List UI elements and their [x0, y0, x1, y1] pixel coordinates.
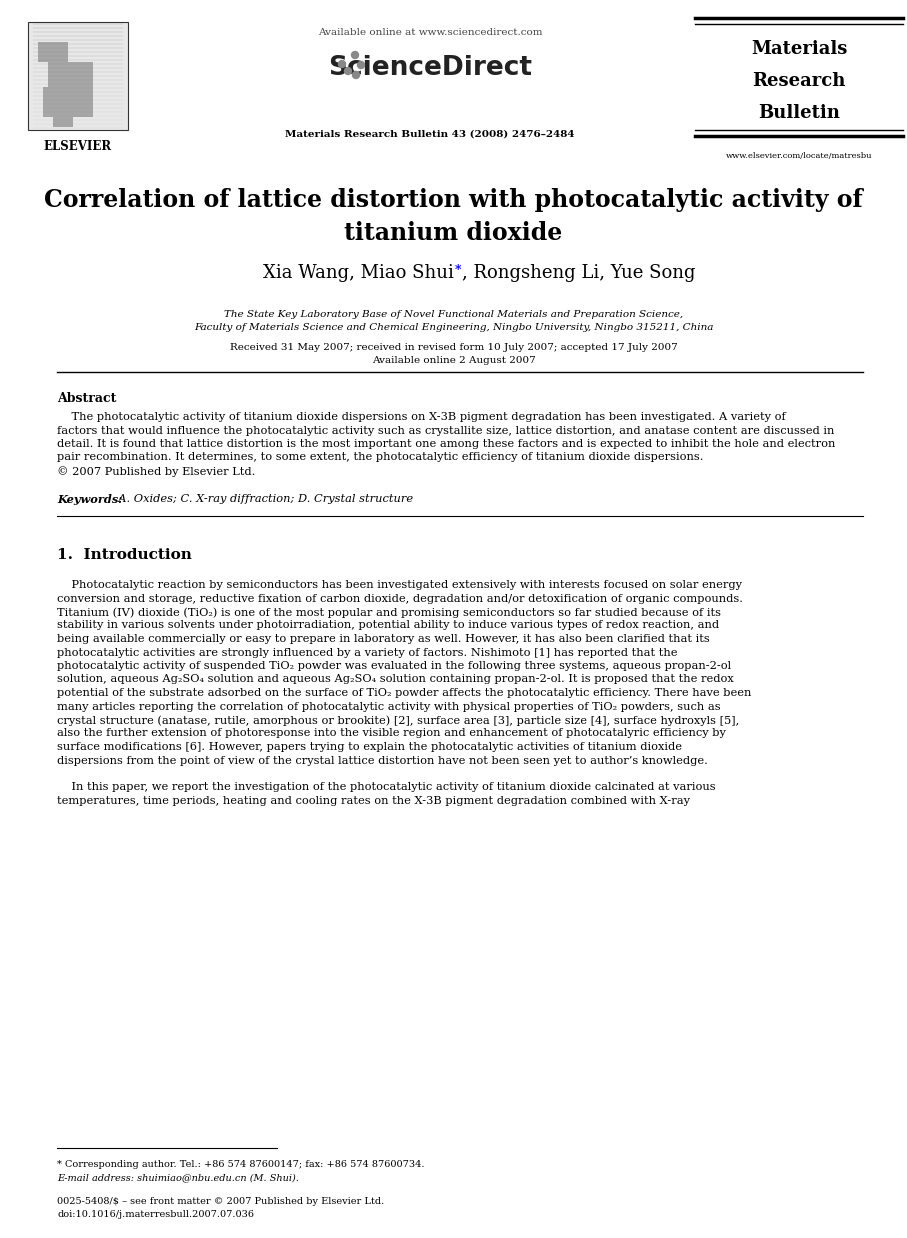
Text: *: * [454, 264, 461, 277]
Text: pair recombination. It determines, to some extent, the photocatalytic efficiency: pair recombination. It determines, to so… [57, 453, 704, 463]
Text: A. Oxides; C. X-ray diffraction; D. Crystal structure: A. Oxides; C. X-ray diffraction; D. Crys… [111, 494, 413, 504]
Circle shape [353, 72, 359, 78]
Text: Photocatalytic reaction by semiconductors has been investigated extensively with: Photocatalytic reaction by semiconductor… [57, 579, 742, 591]
Text: 1.  Introduction: 1. Introduction [57, 548, 192, 562]
Text: Bulletin: Bulletin [758, 104, 840, 123]
Text: Materials: Materials [751, 40, 847, 58]
Text: www.elsevier.com/locate/matresbu: www.elsevier.com/locate/matresbu [726, 152, 873, 160]
Text: The State Key Laboratory Base of Novel Functional Materials and Preparation Scie: The State Key Laboratory Base of Novel F… [224, 310, 683, 319]
Text: Xia Wang, Miao Shui: Xia Wang, Miao Shui [263, 264, 454, 282]
Text: ELSEVIER: ELSEVIER [44, 140, 112, 154]
Text: E-mail address: shuimiao@nbu.edu.cn (M. Shui).: E-mail address: shuimiao@nbu.edu.cn (M. … [57, 1172, 299, 1182]
Text: detail. It is found that lattice distortion is the most important one among thes: detail. It is found that lattice distort… [57, 439, 835, 449]
Bar [43, 87, 93, 118]
Text: Abstract: Abstract [57, 392, 116, 405]
Text: Available online 2 August 2007: Available online 2 August 2007 [372, 357, 535, 365]
Bar [28, 22, 128, 130]
Text: photocatalytic activities are strongly influenced by a variety of factors. Nishi: photocatalytic activities are strongly i… [57, 647, 678, 657]
Bar [28, 22, 128, 130]
Text: dispersions from the point of view of the crystal lattice distortion have not be: dispersions from the point of view of th… [57, 755, 707, 765]
Bar [48, 62, 93, 87]
Text: Correlation of lattice distortion with photocatalytic activity of
titanium dioxi: Correlation of lattice distortion with p… [44, 188, 863, 245]
Text: factors that would influence the photocatalytic activity such as crystallite siz: factors that would influence the photoca… [57, 426, 834, 436]
Text: Received 31 May 2007; received in revised form 10 July 2007; accepted 17 July 20: Received 31 May 2007; received in revise… [229, 343, 678, 352]
Text: The photocatalytic activity of titanium dioxide dispersions on X-3B pigment degr: The photocatalytic activity of titanium … [57, 412, 785, 422]
Text: solution, aqueous Ag₂SO₄ solution and aqueous Ag₂SO₄ solution containing propan-: solution, aqueous Ag₂SO₄ solution and aq… [57, 675, 734, 685]
Text: doi:10.1016/j.materresbull.2007.07.036: doi:10.1016/j.materresbull.2007.07.036 [57, 1210, 254, 1219]
Text: © 2007 Published by Elsevier Ltd.: © 2007 Published by Elsevier Ltd. [57, 465, 256, 477]
Text: , Rongsheng Li, Yue Song: , Rongsheng Li, Yue Song [462, 264, 695, 282]
Text: crystal structure (anatase, rutile, amorphous or brookite) [2], surface area [3]: crystal structure (anatase, rutile, amor… [57, 716, 739, 725]
Text: Research: Research [752, 72, 845, 90]
Text: surface modifications [6]. However, papers trying to explain the photocatalytic : surface modifications [6]. However, pape… [57, 742, 682, 751]
Text: In this paper, we report the investigation of the photocatalytic activity of tit: In this paper, we report the investigati… [57, 782, 716, 792]
Text: being available commercially or easy to prepare in laboratory as well. However, : being available commercially or easy to … [57, 634, 710, 644]
Text: temperatures, time periods, heating and cooling rates on the X-3B pigment degrad: temperatures, time periods, heating and … [57, 796, 690, 806]
Text: many articles reporting the correlation of photocatalytic activity with physical: many articles reporting the correlation … [57, 702, 721, 712]
Circle shape [352, 52, 358, 58]
Text: potential of the substrate adsorbed on the surface of TiO₂ powder affects the ph: potential of the substrate adsorbed on t… [57, 688, 751, 698]
Text: also the further extension of photoresponse into the visible region and enhancem: also the further extension of photorespo… [57, 728, 726, 739]
Bar [53, 118, 73, 128]
Circle shape [357, 62, 365, 68]
Text: Keywords:: Keywords: [57, 494, 122, 505]
Text: Materials Research Bulletin 43 (2008) 2476–2484: Materials Research Bulletin 43 (2008) 24… [285, 130, 575, 139]
Text: stability in various solvents under photoirradiation, potential ability to induc: stability in various solvents under phot… [57, 620, 719, 630]
Circle shape [345, 68, 352, 74]
Text: 0025-5408/$ – see front matter © 2007 Published by Elsevier Ltd.: 0025-5408/$ – see front matter © 2007 Pu… [57, 1197, 385, 1206]
Text: * Corresponding author. Tel.: +86 574 87600147; fax: +86 574 87600734.: * Corresponding author. Tel.: +86 574 87… [57, 1160, 424, 1169]
Text: conversion and storage, reductive fixation of carbon dioxide, degradation and/or: conversion and storage, reductive fixati… [57, 593, 743, 603]
Text: Titanium (IV) dioxide (TiO₂) is one of the most popular and promising semiconduc: Titanium (IV) dioxide (TiO₂) is one of t… [57, 607, 721, 618]
Text: Available online at www.sciencedirect.com: Available online at www.sciencedirect.co… [317, 28, 542, 37]
Text: photocatalytic activity of suspended TiO₂ powder was evaluated in the following : photocatalytic activity of suspended TiO… [57, 661, 731, 671]
Text: Faculty of Materials Science and Chemical Engineering, Ningbo University, Ningbo: Faculty of Materials Science and Chemica… [194, 323, 713, 332]
Bar [38, 42, 68, 62]
Text: ScienceDirect: ScienceDirect [328, 54, 532, 80]
Circle shape [338, 61, 346, 68]
